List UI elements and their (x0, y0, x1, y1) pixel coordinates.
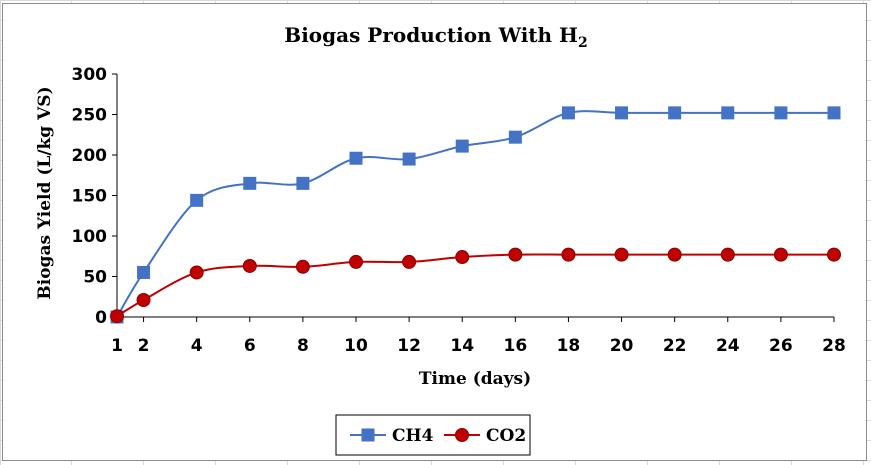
y-tick-label: 50 (83, 268, 107, 288)
data-point-co2 (295, 259, 310, 274)
data-point-ch4 (721, 106, 735, 120)
data-point-ch4 (455, 139, 469, 153)
y-tick-label: 300 (72, 65, 108, 85)
x-axis-title: Time (days) (419, 369, 531, 389)
data-point-ch4 (827, 106, 841, 120)
data-point-co2 (614, 247, 629, 262)
legend-label-ch4: CH4 (392, 426, 434, 446)
data-point-co2 (773, 247, 788, 262)
x-tick-label: 8 (297, 336, 309, 356)
series-line-co2 (116, 253, 834, 318)
data-point-ch4 (296, 176, 310, 190)
data-point-co2 (508, 247, 523, 262)
data-point-co2 (136, 292, 151, 307)
x-tick-label: 12 (397, 336, 421, 356)
x-tick-label: 4 (191, 336, 203, 356)
y-tick-label: 100 (72, 227, 108, 247)
data-point-ch4 (402, 152, 416, 166)
legend-marker-co2 (455, 428, 469, 442)
x-tick-label: 18 (557, 336, 581, 356)
data-point-ch4 (243, 176, 257, 190)
data-point-ch4 (668, 106, 682, 120)
chart-title: Biogas Production With H2 (284, 23, 587, 51)
x-tick-label: 6 (244, 336, 256, 356)
x-tick-label: 1 (111, 336, 123, 356)
data-point-ch4 (137, 265, 151, 279)
x-tick-label: 14 (450, 336, 474, 356)
data-point-co2 (402, 254, 417, 269)
y-tick-label: 0 (95, 308, 107, 328)
data-point-co2 (667, 247, 682, 262)
data-point-co2 (827, 247, 841, 262)
data-point-co2 (110, 309, 124, 324)
data-point-ch4 (615, 106, 629, 120)
x-tick-label: 16 (503, 336, 527, 356)
data-point-ch4 (774, 106, 788, 120)
data-point-co2 (720, 247, 735, 262)
x-tick-label: 28 (822, 336, 846, 356)
chart-title-subscript: 2 (578, 35, 588, 51)
data-point-ch4 (561, 106, 575, 120)
x-tick-label: 26 (769, 336, 793, 356)
chart-area[interactable]: Biogas Production With H2 0 50 100 150 200 25… (2, 3, 867, 461)
legend-label-co2: CO2 (486, 426, 526, 446)
x-tick-label: 20 (610, 336, 634, 356)
data-point-co2 (242, 258, 257, 273)
x-tick-label: 2 (138, 336, 150, 356)
x-tick-label: 24 (716, 336, 740, 356)
x-tick-label: 22 (663, 336, 687, 356)
chart-title-main: Biogas Production With H (284, 23, 578, 47)
data-point-co2 (189, 265, 204, 280)
series-line-ch4 (116, 110, 834, 318)
y-tick-label: 250 (72, 106, 108, 126)
x-tick-label: 10 (344, 336, 368, 356)
data-point-co2 (349, 254, 363, 269)
legend[interactable]: CH4 CO2 (335, 414, 531, 456)
data-point-ch4 (508, 130, 522, 144)
data-point-ch4 (190, 193, 204, 207)
data-point-co2 (561, 247, 576, 262)
y-axis-title: Biogas Yield (L/kg VS) (35, 86, 55, 299)
legend-marker-ch4 (361, 428, 375, 442)
chart-canvas: Biogas Production With H2 05010015020025… (35, 23, 846, 456)
data-point-ch4 (349, 151, 363, 165)
y-tick-label: 150 (72, 187, 108, 207)
y-tick-label: 200 (72, 146, 108, 166)
data-point-co2 (455, 250, 470, 265)
